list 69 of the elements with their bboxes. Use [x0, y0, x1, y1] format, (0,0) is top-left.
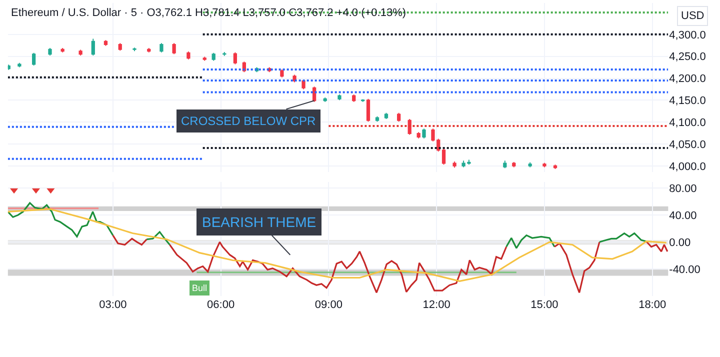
- annotation: BEARISH THEME: [202, 214, 316, 230]
- x-tick-label: 12:00: [422, 298, 450, 311]
- candlestick: [91, 38, 95, 56]
- line-series: [8, 208, 668, 282]
- candlestick: [233, 52, 238, 65]
- y-tick-label: 4,150.0: [669, 95, 706, 108]
- line-series: [168, 241, 508, 294]
- line-series: [598, 232, 648, 243]
- candlestick: [78, 49, 82, 56]
- x-tick-label: 06:00: [207, 298, 235, 311]
- candlestick: [8, 64, 10, 70]
- candlestick: [222, 51, 226, 56]
- annotation: CROSSED BELOW CPR: [181, 114, 316, 128]
- candlestick: [32, 52, 36, 66]
- line-series: [506, 234, 556, 249]
- candlestick: [528, 162, 532, 168]
- candlestick: [338, 94, 342, 101]
- candlestick: [361, 98, 365, 102]
- candlestick: [48, 48, 52, 56]
- candlestick: [384, 112, 388, 120]
- candlestick: [366, 98, 370, 122]
- candlestick: [323, 97, 327, 102]
- candlestick: [503, 160, 507, 169]
- y-tick-label: 80.00: [669, 182, 697, 195]
- line-series: [554, 241, 600, 294]
- x-tick-label: 03:00: [99, 298, 127, 311]
- y-tick-label: 4,200.0: [669, 73, 706, 86]
- y-tick-label: 4,050.0: [669, 138, 706, 151]
- candlestick: [160, 42, 164, 53]
- candlestick: [292, 74, 296, 83]
- candlestick: [416, 132, 420, 139]
- candlestick: [396, 112, 401, 122]
- line-series: [146, 231, 171, 246]
- y-tick-label: 0.00: [669, 236, 691, 249]
- candlestick: [512, 161, 516, 168]
- candlestick: [212, 52, 216, 62]
- x-tick-label: 15:00: [530, 298, 558, 311]
- line-series: [8, 202, 114, 238]
- y-tick-label: 40.00: [669, 210, 697, 222]
- candlestick: [375, 116, 380, 122]
- y-tick-label: 4,000.0: [669, 160, 706, 173]
- candlestick: [147, 48, 151, 53]
- y-tick-label: -40.00: [669, 264, 700, 276]
- x-tick-label: 09:00: [314, 298, 342, 311]
- candlestick: [302, 80, 306, 90]
- line-series: [112, 234, 148, 246]
- annotation: Bull: [192, 283, 208, 293]
- chart-title: Ethereum / U.S. Dollar · 5 · O3,762.1 H3,781.4 L3,757.0 C3,767.2 +4.0 (+0.13%): [11, 7, 406, 19]
- candlestick: [104, 40, 108, 46]
- y-tick-label: 4,250.0: [669, 51, 706, 64]
- candlestick: [118, 42, 122, 52]
- candlestick: [442, 148, 446, 166]
- candlestick: [542, 162, 546, 168]
- y-tick-label: 4,300.0: [669, 29, 706, 42]
- candlestick: [352, 94, 356, 102]
- candlestick: [553, 164, 558, 170]
- line-series: [645, 240, 668, 252]
- candlestick: [186, 51, 190, 60]
- x-tick-label: 18:00: [638, 298, 666, 311]
- candlestick: [202, 56, 206, 62]
- candlestick: [60, 48, 64, 53]
- candlestick: [132, 47, 136, 52]
- y-axis-title: USD: [681, 10, 704, 22]
- candlestick: [172, 42, 176, 55]
- y-tick-label: 4,100.0: [669, 116, 706, 129]
- candlestick: [422, 128, 426, 139]
- candlestick: [280, 68, 284, 78]
- candlestick: [452, 161, 456, 168]
- candlestick: [18, 62, 22, 68]
